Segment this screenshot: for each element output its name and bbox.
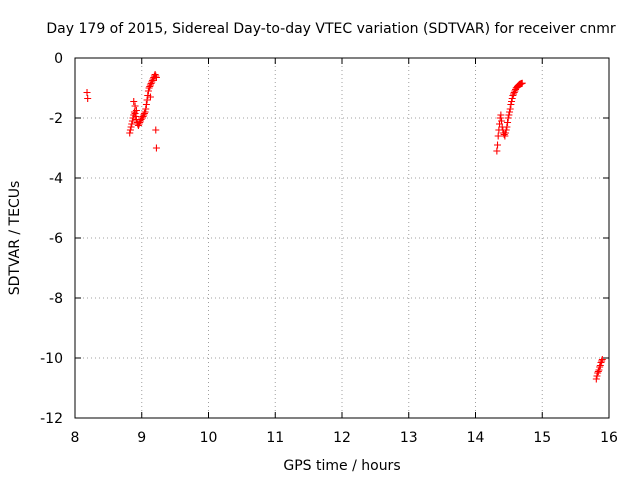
- data-point: [508, 98, 516, 105]
- data-point: [141, 108, 149, 116]
- data-point: [497, 111, 505, 119]
- data-point: [142, 105, 150, 113]
- data-point: [503, 123, 511, 131]
- data-point: [145, 84, 153, 92]
- y-axis: 0 -2 -4 -6 -8 -10 -12: [40, 51, 609, 427]
- x-tick-label: 12: [333, 430, 351, 446]
- data-point: [128, 117, 136, 125]
- data-point: [152, 74, 160, 81]
- data-point: [147, 80, 155, 87]
- data-point: [496, 114, 504, 122]
- data-point: [504, 119, 512, 126]
- data-point: [146, 83, 154, 90]
- y-tick-label: -6: [49, 231, 63, 247]
- grid: [75, 58, 609, 418]
- data-point: [594, 369, 602, 377]
- data-point: [127, 123, 135, 131]
- x-tick-label: 16: [600, 430, 618, 446]
- data-point: [134, 122, 142, 129]
- data-point: [152, 72, 160, 80]
- x-tick-label: 11: [266, 430, 284, 446]
- data-point: [596, 362, 604, 369]
- data-point: [507, 101, 515, 108]
- data-point: [502, 126, 510, 134]
- data-point: [494, 132, 502, 140]
- data-point: [84, 95, 92, 102]
- data-point: [144, 87, 152, 95]
- x-tick-label: 14: [467, 430, 485, 446]
- data-point: [135, 120, 143, 128]
- data-point: [592, 375, 600, 383]
- data-point: [83, 89, 91, 96]
- data-point: [509, 92, 517, 99]
- y-tick-label: 0: [54, 51, 63, 67]
- data-point: [152, 144, 160, 152]
- data-point: [510, 89, 518, 96]
- data-point: [148, 77, 156, 84]
- data-point: [502, 129, 510, 137]
- data-point: [152, 126, 160, 134]
- chart-title: Day 179 of 2015, Sidereal Day-to-day VTE…: [46, 21, 615, 37]
- x-tick-label: 8: [71, 430, 80, 446]
- data-point: [139, 113, 147, 120]
- data-point: [506, 108, 514, 116]
- data-point: [138, 114, 146, 122]
- data-point: [142, 101, 150, 108]
- data-point: [518, 79, 526, 87]
- data-point: [143, 96, 151, 104]
- data-point: [131, 110, 139, 117]
- y-axis-label: SDTVAR / TECUs: [7, 181, 23, 296]
- x-tick-label: 15: [533, 430, 551, 446]
- data-point: [130, 98, 138, 105]
- data-point: [131, 102, 139, 110]
- data-point: [146, 93, 154, 101]
- data-point: [140, 111, 148, 119]
- data-point: [146, 81, 154, 89]
- data-point: [128, 120, 136, 128]
- x-axis: 8 9 10 11 12 13 14 15 16: [71, 58, 618, 446]
- x-tick-label: 9: [137, 430, 146, 446]
- data-point: [508, 95, 516, 102]
- data-point: [598, 356, 606, 363]
- data-point: [594, 368, 602, 375]
- y-tick-label: -4: [49, 171, 63, 187]
- data-point: [506, 105, 514, 113]
- y-tick-label: -10: [40, 351, 63, 367]
- data-points: [83, 71, 606, 383]
- data-point: [132, 113, 140, 120]
- data-point: [126, 129, 134, 137]
- y-tick-label: -8: [49, 291, 63, 307]
- data-point: [596, 363, 604, 371]
- data-point: [501, 132, 509, 140]
- x-tick-label: 13: [400, 430, 418, 446]
- data-point: [593, 372, 601, 380]
- data-point: [126, 126, 134, 134]
- data-point: [151, 71, 159, 78]
- data-point: [597, 359, 605, 366]
- data-point: [140, 110, 148, 117]
- data-point: [500, 131, 508, 138]
- data-point: [498, 117, 506, 125]
- data-point: [595, 366, 603, 374]
- data-point: [148, 78, 156, 86]
- data-point: [598, 357, 606, 365]
- y-tick-label: -12: [40, 411, 63, 427]
- data-point: [504, 114, 512, 122]
- data-point: [493, 147, 501, 155]
- data-point: [132, 107, 140, 114]
- data-point: [511, 87, 519, 95]
- data-point: [136, 119, 144, 126]
- data-point: [510, 90, 518, 98]
- y-tick-label: -2: [49, 111, 63, 127]
- x-axis-label: GPS time / hours: [283, 458, 400, 474]
- x-tick-label: 10: [200, 430, 218, 446]
- data-point: [505, 111, 513, 119]
- data-point: [494, 141, 502, 149]
